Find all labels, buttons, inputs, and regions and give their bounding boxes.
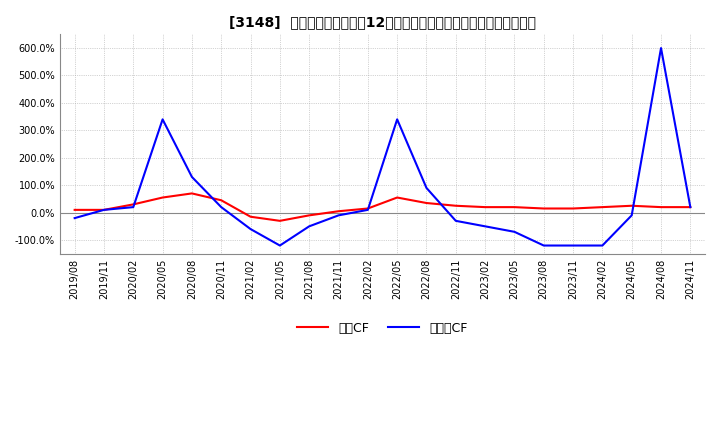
- 営業CF: [99, 207, 108, 213]
- フリーCF: [364, 207, 372, 213]
- フリーCF: [627, 213, 636, 218]
- 営業CF: [158, 195, 167, 200]
- 営業CF: [364, 206, 372, 211]
- 営業CF: [334, 209, 343, 214]
- 営業CF: [657, 205, 665, 210]
- 営業CF: [393, 195, 402, 200]
- 営業CF: [276, 218, 284, 224]
- 営業CF: [422, 200, 431, 205]
- 営業CF: [188, 191, 197, 196]
- フリーCF: [99, 207, 108, 213]
- 営業CF: [539, 206, 548, 211]
- フリーCF: [481, 224, 490, 229]
- 営業CF: [246, 214, 255, 220]
- フリーCF: [158, 117, 167, 122]
- 営業CF: [510, 205, 518, 210]
- 営業CF: [686, 205, 695, 210]
- 営業CF: [481, 205, 490, 210]
- 営業CF: [217, 198, 225, 203]
- Line: フリーCF: フリーCF: [75, 48, 690, 246]
- フリーCF: [510, 229, 518, 235]
- フリーCF: [451, 218, 460, 224]
- フリーCF: [276, 243, 284, 248]
- フリーCF: [71, 216, 79, 221]
- フリーCF: [686, 205, 695, 210]
- フリーCF: [422, 185, 431, 191]
- フリーCF: [598, 243, 607, 248]
- フリーCF: [539, 243, 548, 248]
- フリーCF: [129, 205, 138, 210]
- Title: [3148]  キャッシュフローの12か月移動合計の対前年同期増減率の推移: [3148] キャッシュフローの12か月移動合計の対前年同期増減率の推移: [229, 15, 536, 29]
- 営業CF: [129, 202, 138, 207]
- フリーCF: [305, 224, 313, 229]
- 営業CF: [598, 205, 607, 210]
- 営業CF: [451, 203, 460, 209]
- 営業CF: [305, 213, 313, 218]
- フリーCF: [188, 174, 197, 180]
- 営業CF: [627, 203, 636, 209]
- フリーCF: [246, 227, 255, 232]
- 営業CF: [569, 206, 577, 211]
- フリーCF: [217, 205, 225, 210]
- Line: 営業CF: 営業CF: [75, 194, 690, 221]
- Legend: 営業CF, フリーCF: 営業CF, フリーCF: [292, 317, 473, 340]
- フリーCF: [569, 243, 577, 248]
- フリーCF: [657, 45, 665, 51]
- フリーCF: [334, 213, 343, 218]
- フリーCF: [393, 117, 402, 122]
- 営業CF: [71, 207, 79, 213]
